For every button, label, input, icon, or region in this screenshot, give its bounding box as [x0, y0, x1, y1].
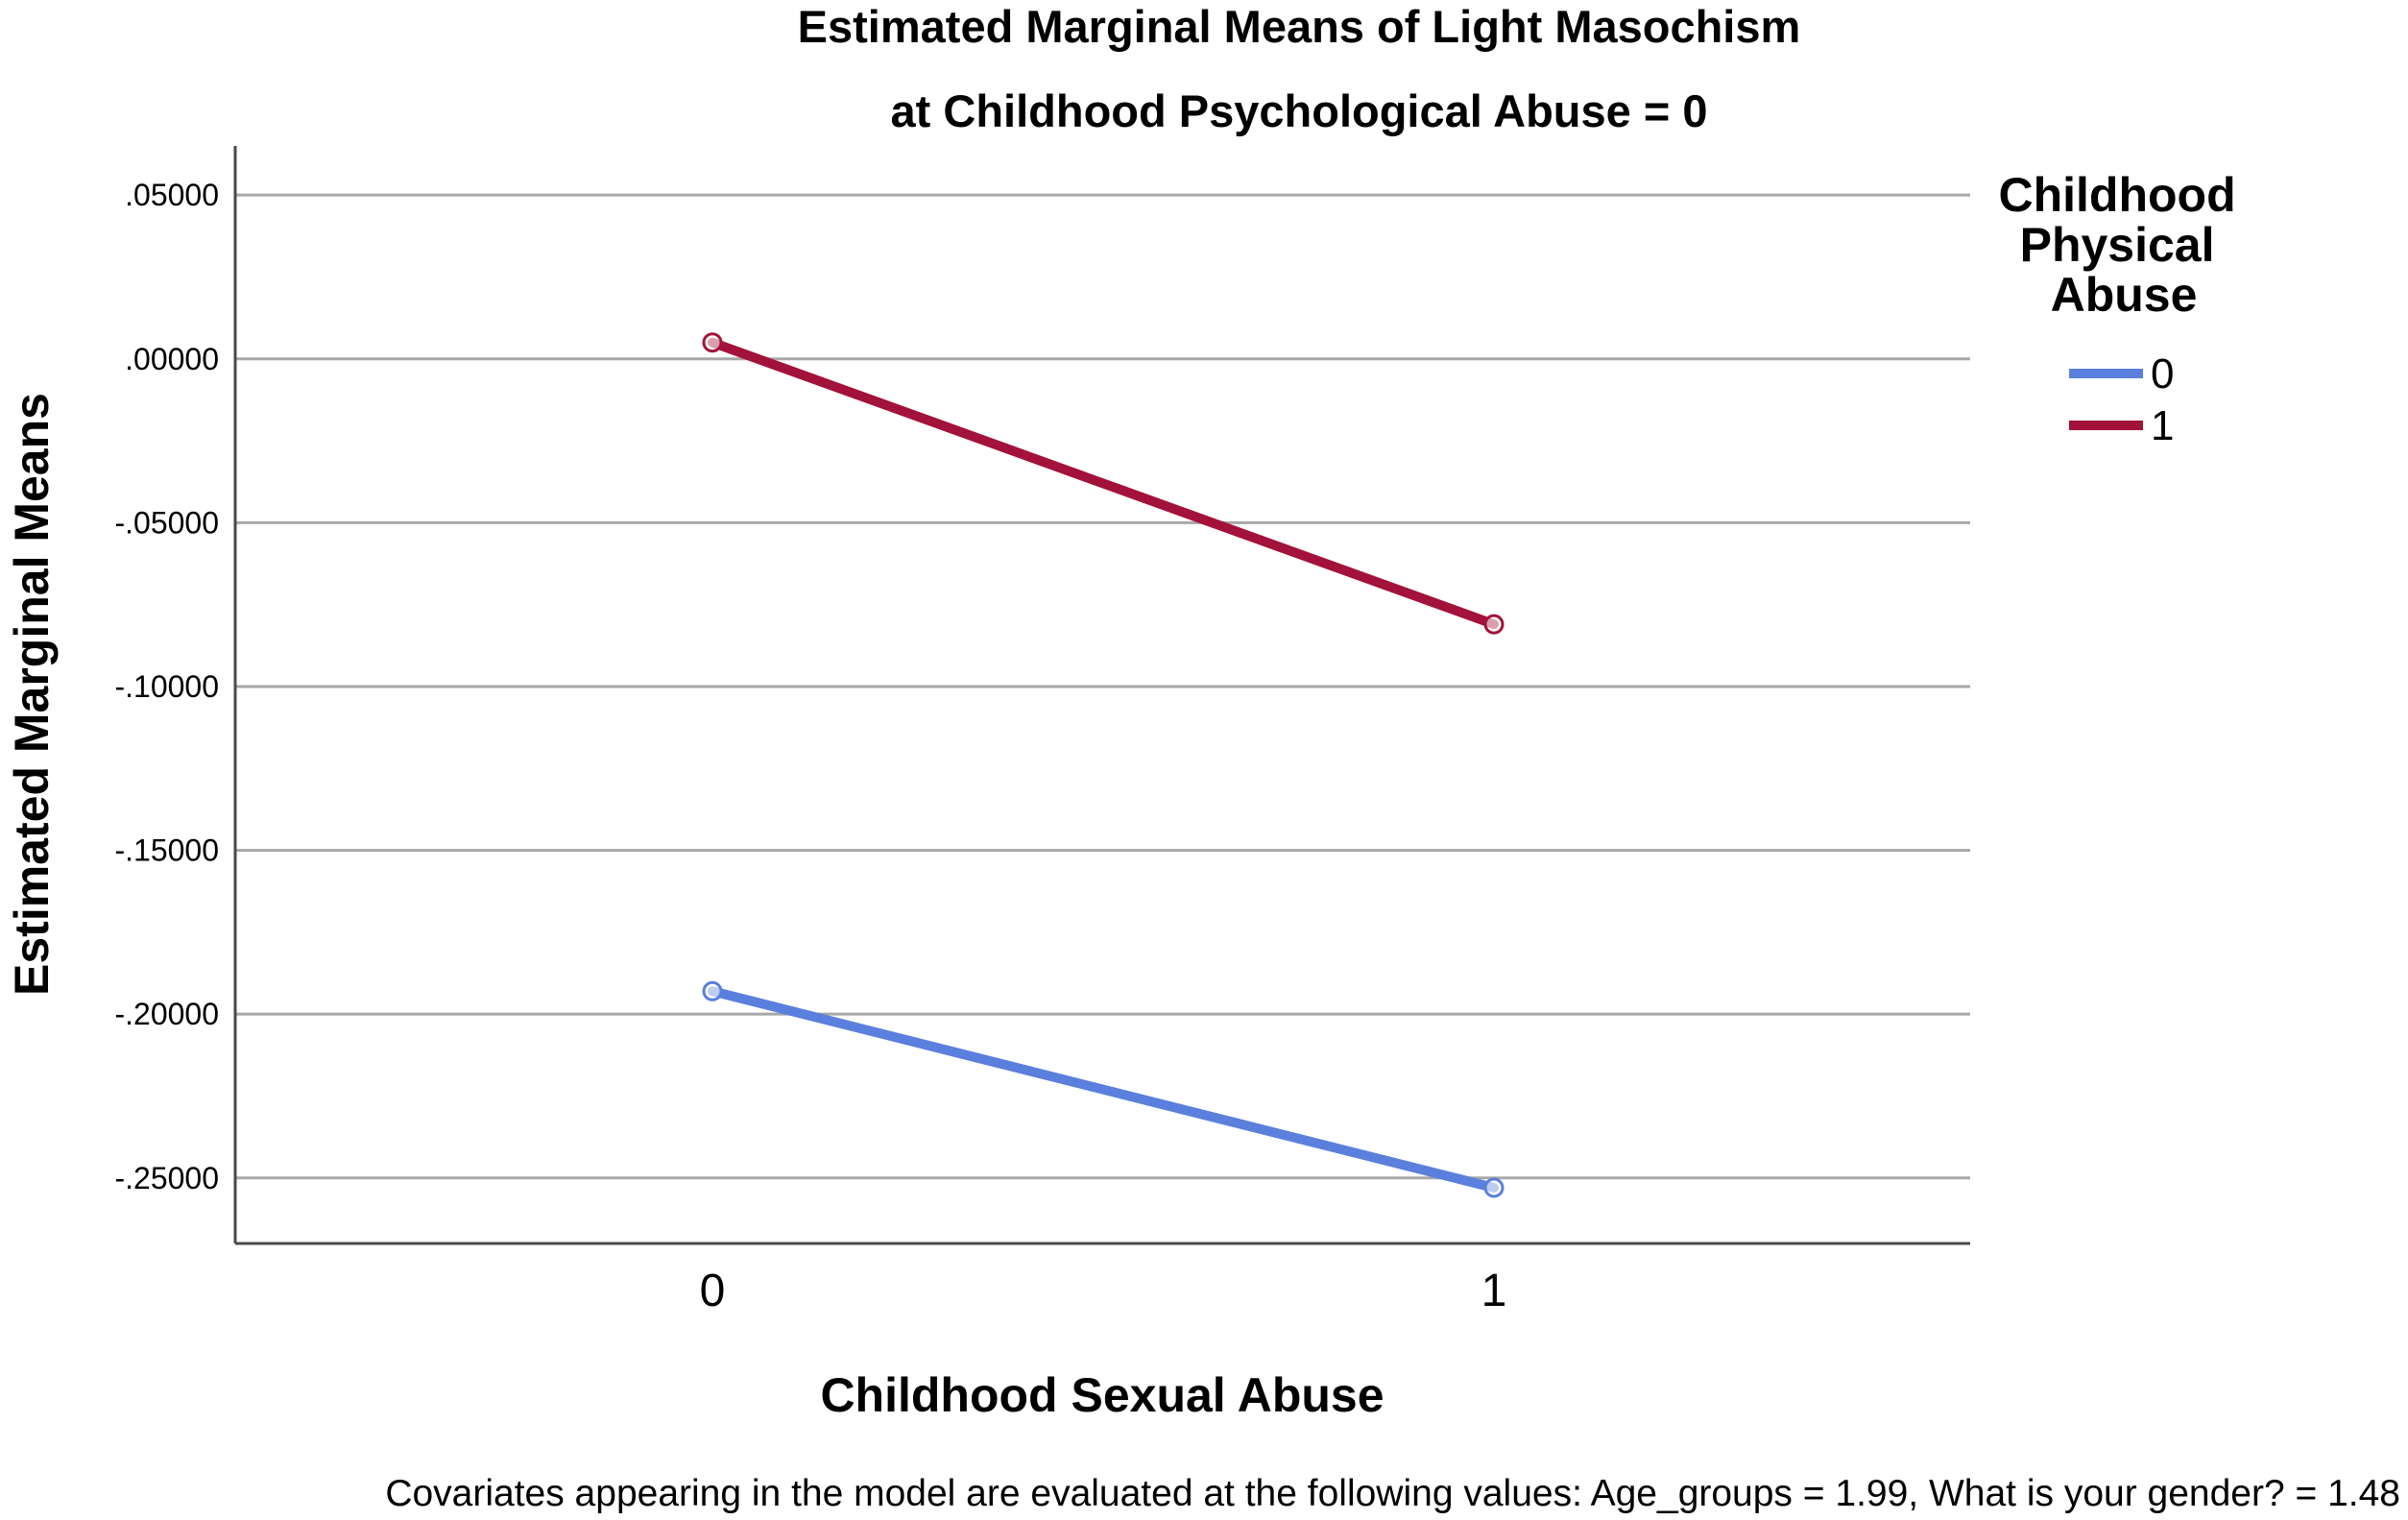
x-tick-label: 0: [700, 1266, 726, 1316]
y-tick-label: -.15000: [114, 833, 219, 868]
chart-title: Estimated Marginal Means of Light Masoch…: [798, 1, 1801, 52]
series-0: [702, 980, 1505, 1198]
gridlines: [235, 193, 1970, 1180]
y-tick-labels: .05000 .00000 -.05000 -.10000 -.15000 -.20000…: [114, 178, 219, 1195]
axes: [233, 146, 1970, 1245]
data-point: [1483, 1177, 1505, 1198]
legend: Childhood Physical Abuse 01: [1998, 168, 2249, 449]
legend-items: 01: [2069, 350, 2174, 449]
legend-label: 1: [2151, 402, 2174, 449]
legend-title-line: Abuse: [2051, 268, 2198, 322]
legend-title-line: Physical: [2020, 218, 2215, 272]
legend-title-line: Childhood: [1998, 168, 2235, 222]
chart-subtitle: at Childhood Psychological Abuse = 0: [891, 85, 1708, 136]
y-tick-label: -.10000: [114, 669, 219, 704]
covariates-footnote: Covariates appearing in the model are ev…: [385, 1473, 2400, 1514]
legend-title: Childhood Physical Abuse: [1998, 168, 2249, 322]
series-line: [708, 337, 1499, 630]
legend-item: 1: [2069, 402, 2174, 449]
y-tick-label: -.05000: [114, 505, 219, 540]
data-point: [702, 332, 723, 353]
data-series: [702, 332, 1505, 1198]
y-tick-label: .00000: [125, 342, 219, 376]
y-tick-label: -.25000: [114, 1161, 219, 1195]
x-tick-label: 1: [1481, 1266, 1507, 1316]
data-point: [1483, 614, 1505, 635]
data-point: [702, 980, 723, 1001]
y-axis-title: Estimated Marginal Means: [5, 393, 59, 996]
y-tick-label: -.20000: [114, 997, 219, 1031]
y-tick-label: .05000: [125, 178, 219, 212]
legend-label: 0: [2151, 350, 2174, 398]
series-1: [702, 332, 1505, 635]
x-axis-title: Childhood Sexual Abuse: [820, 1368, 1384, 1422]
legend-item: 0: [2069, 350, 2174, 398]
series-line: [708, 986, 1499, 1193]
